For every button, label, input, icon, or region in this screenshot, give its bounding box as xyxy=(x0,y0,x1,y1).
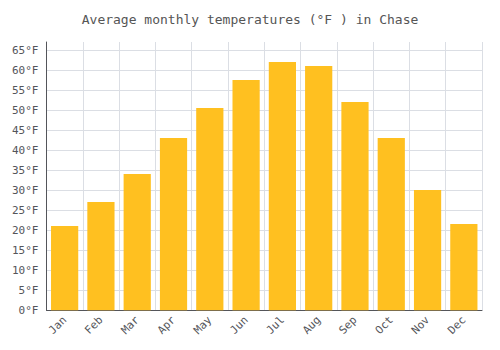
svg-text:50°F: 50°F xyxy=(12,104,39,117)
svg-text:25°F: 25°F xyxy=(12,204,39,217)
svg-text:Feb: Feb xyxy=(82,314,105,337)
svg-text:Average monthly temperatures (: Average monthly temperatures (°F ) in Ch… xyxy=(82,12,419,27)
svg-text:30°F: 30°F xyxy=(12,184,39,197)
svg-text:Apr: Apr xyxy=(155,313,178,336)
svg-text:Jun: Jun xyxy=(227,314,250,337)
svg-text:55°F: 55°F xyxy=(12,84,39,97)
svg-text:Oct: Oct xyxy=(373,314,396,337)
svg-text:5°F: 5°F xyxy=(19,284,39,297)
svg-text:35°F: 35°F xyxy=(12,164,39,177)
svg-text:65°F: 65°F xyxy=(12,44,39,57)
svg-text:Dec: Dec xyxy=(445,314,468,337)
svg-text:40°F: 40°F xyxy=(12,144,39,157)
svg-text:Nov: Nov xyxy=(409,313,432,336)
svg-text:Sep: Sep xyxy=(336,314,359,337)
svg-text:45°F: 45°F xyxy=(12,124,39,137)
svg-text:May: May xyxy=(191,313,214,336)
svg-text:Jul: Jul xyxy=(264,314,287,337)
svg-text:Aug: Aug xyxy=(300,314,323,337)
svg-text:0°F: 0°F xyxy=(19,304,39,317)
svg-text:20°F: 20°F xyxy=(12,224,39,237)
svg-text:Mar: Mar xyxy=(119,313,142,336)
svg-text:Jan: Jan xyxy=(46,314,69,337)
svg-text:60°F: 60°F xyxy=(12,64,39,77)
svg-text:10°F: 10°F xyxy=(12,264,39,277)
svg-text:15°F: 15°F xyxy=(12,244,39,257)
